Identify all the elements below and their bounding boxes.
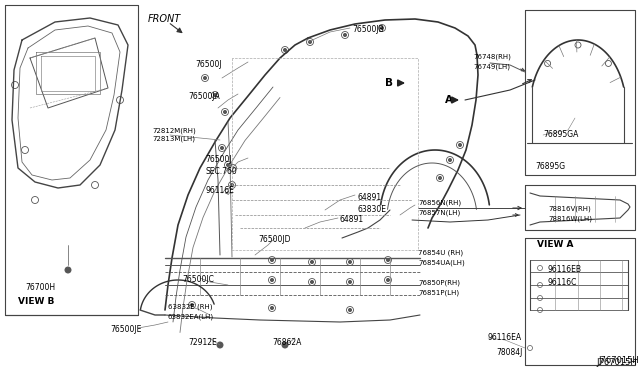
Circle shape xyxy=(438,176,442,180)
Circle shape xyxy=(458,144,461,147)
Text: 64891: 64891 xyxy=(340,215,364,224)
Text: 78816V(RH): 78816V(RH) xyxy=(548,206,591,212)
Circle shape xyxy=(349,260,351,263)
Text: A: A xyxy=(445,95,453,105)
Text: J767015H: J767015H xyxy=(596,358,637,367)
Circle shape xyxy=(230,183,234,186)
Text: 76500JE: 76500JE xyxy=(110,325,141,334)
Text: 76857N(LH): 76857N(LH) xyxy=(418,210,460,217)
Text: 63830E: 63830E xyxy=(358,205,387,214)
Text: VIEW B: VIEW B xyxy=(18,297,54,306)
Circle shape xyxy=(271,259,273,262)
Circle shape xyxy=(65,267,71,273)
Text: FRONT: FRONT xyxy=(148,14,181,24)
Text: 76500J: 76500J xyxy=(205,155,232,164)
Text: 63832E (RH): 63832E (RH) xyxy=(168,304,212,311)
Text: 78816W(LH): 78816W(LH) xyxy=(548,215,592,221)
Circle shape xyxy=(223,110,227,113)
Text: 76895G: 76895G xyxy=(535,162,565,171)
Circle shape xyxy=(387,279,390,282)
Circle shape xyxy=(227,164,230,167)
Circle shape xyxy=(284,48,287,51)
Text: 76895GA: 76895GA xyxy=(543,130,579,139)
Circle shape xyxy=(381,26,383,29)
Text: 76862A: 76862A xyxy=(272,338,301,347)
Text: 78084J: 78084J xyxy=(496,348,522,357)
Text: 76500JA: 76500JA xyxy=(188,92,220,101)
Circle shape xyxy=(204,77,207,80)
Text: 76854UA(LH): 76854UA(LH) xyxy=(418,260,465,266)
Text: 76500JC: 76500JC xyxy=(182,275,214,284)
Text: B: B xyxy=(385,78,393,88)
Text: 76500J: 76500J xyxy=(195,60,221,69)
Text: 96116C: 96116C xyxy=(548,278,577,287)
Circle shape xyxy=(214,93,216,96)
Text: 96116E: 96116E xyxy=(205,186,234,195)
Text: SEC.760: SEC.760 xyxy=(205,167,237,176)
Circle shape xyxy=(310,280,314,283)
Text: 64891: 64891 xyxy=(358,193,382,202)
Text: VIEW A: VIEW A xyxy=(537,240,573,249)
Circle shape xyxy=(191,304,193,307)
Text: 72912E: 72912E xyxy=(188,338,217,347)
Circle shape xyxy=(308,41,312,44)
Circle shape xyxy=(271,279,273,282)
Text: 76851P(LH): 76851P(LH) xyxy=(418,290,459,296)
Text: 63832EA(LH): 63832EA(LH) xyxy=(168,314,214,321)
Text: 76749(LH): 76749(LH) xyxy=(473,63,510,70)
Text: 76748(RH): 76748(RH) xyxy=(473,53,511,60)
Circle shape xyxy=(310,260,314,263)
Text: 72812M(RH)
72813M(LH): 72812M(RH) 72813M(LH) xyxy=(152,128,196,142)
Circle shape xyxy=(349,280,351,283)
Text: 76700H: 76700H xyxy=(25,283,55,292)
Text: 96116EA: 96116EA xyxy=(488,333,522,342)
Text: 76500JB: 76500JB xyxy=(352,25,384,34)
Text: 76856N(RH): 76856N(RH) xyxy=(418,200,461,206)
Circle shape xyxy=(344,33,346,36)
Text: 96116EB: 96116EB xyxy=(548,265,582,274)
Circle shape xyxy=(282,342,288,348)
Circle shape xyxy=(387,259,390,262)
Circle shape xyxy=(221,147,223,150)
Circle shape xyxy=(217,342,223,348)
Circle shape xyxy=(271,307,273,310)
Circle shape xyxy=(449,158,451,161)
Text: 76500JD: 76500JD xyxy=(258,235,291,244)
Circle shape xyxy=(349,308,351,311)
Text: J767015H: J767015H xyxy=(598,356,639,365)
Text: 76854U (RH): 76854U (RH) xyxy=(418,250,463,257)
Text: 76850P(RH): 76850P(RH) xyxy=(418,280,460,286)
